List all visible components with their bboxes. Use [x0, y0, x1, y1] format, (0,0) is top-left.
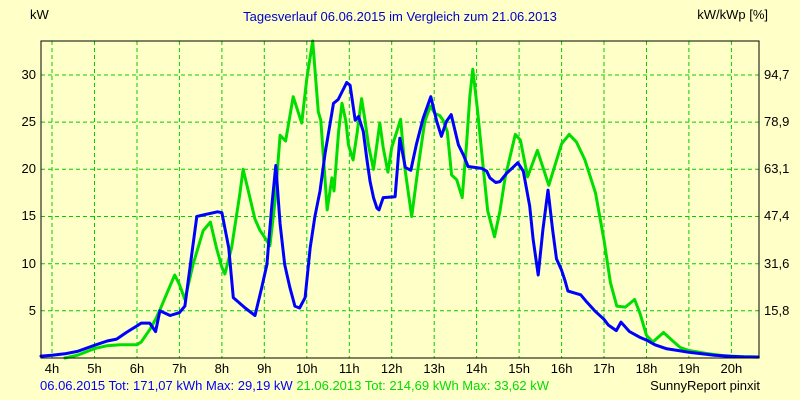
right-y-tick-label: 15,8 [764, 302, 790, 318]
left-y-tick-label: 25 [21, 114, 36, 130]
plot-border [40, 40, 760, 359]
right-y-tick-label: 94,7 [764, 66, 790, 82]
x-tick-label: 16h [550, 361, 573, 376]
right-y-tick-label: 47,4 [764, 208, 790, 224]
x-tick-label: 10h [295, 361, 318, 376]
footer-legend: 06.06.2015 Tot: 171,07 kWh Max: 29,19 kW… [40, 378, 549, 393]
left-y-tick-label: 20 [21, 161, 36, 177]
series-line-06.06.2015 [39, 81, 760, 359]
series2-summary: 21.06.2013 Tot: 214,69 kWh Max: 33,62 kW [296, 378, 549, 393]
x-tick-label: 17h [593, 361, 615, 376]
left-axis-unit-label: kW [30, 7, 49, 22]
right-y-tick-label: 31,6 [764, 255, 790, 271]
x-tick-label: 9h [257, 361, 272, 376]
x-tick-label: 6h [129, 361, 145, 376]
left-y-tick-label: 30 [21, 66, 36, 82]
x-tick-label: 18h [635, 361, 658, 376]
series-line-21.06.2013 [63, 39, 760, 360]
x-tick-label: 14h [465, 361, 488, 376]
chart-title: Tagesverlauf 06.06.2015 im Vergleich zum… [243, 9, 557, 24]
x-tick-label: 19h [678, 361, 700, 376]
x-tick-label: 7h [172, 361, 187, 376]
x-tick-label: 13h [423, 361, 446, 376]
x-tick-label: 20h [720, 361, 743, 376]
right-y-tick-label: 78,9 [764, 114, 790, 130]
x-tick-label: 8h [214, 361, 230, 376]
x-tick-label: 11h [338, 361, 360, 376]
right-y-tick-label: 63,1 [764, 161, 790, 177]
report-credit: SunnyReport pinxit [650, 378, 760, 393]
x-tick-label: 12h [380, 361, 403, 376]
x-tick-label: 4h [44, 361, 60, 376]
x-tick-label: 5h [87, 361, 102, 376]
left-y-tick-label: 10 [21, 255, 36, 271]
left-y-tick-label: 5 [28, 302, 36, 318]
x-tick-label: 15h [508, 361, 530, 376]
left-y-tick-label: 15 [21, 208, 36, 224]
right-axis-unit-label: kW/kWp [%] [697, 7, 768, 22]
series1-summary: 06.06.2015 Tot: 171,07 kWh Max: 29,19 kW [40, 378, 293, 393]
